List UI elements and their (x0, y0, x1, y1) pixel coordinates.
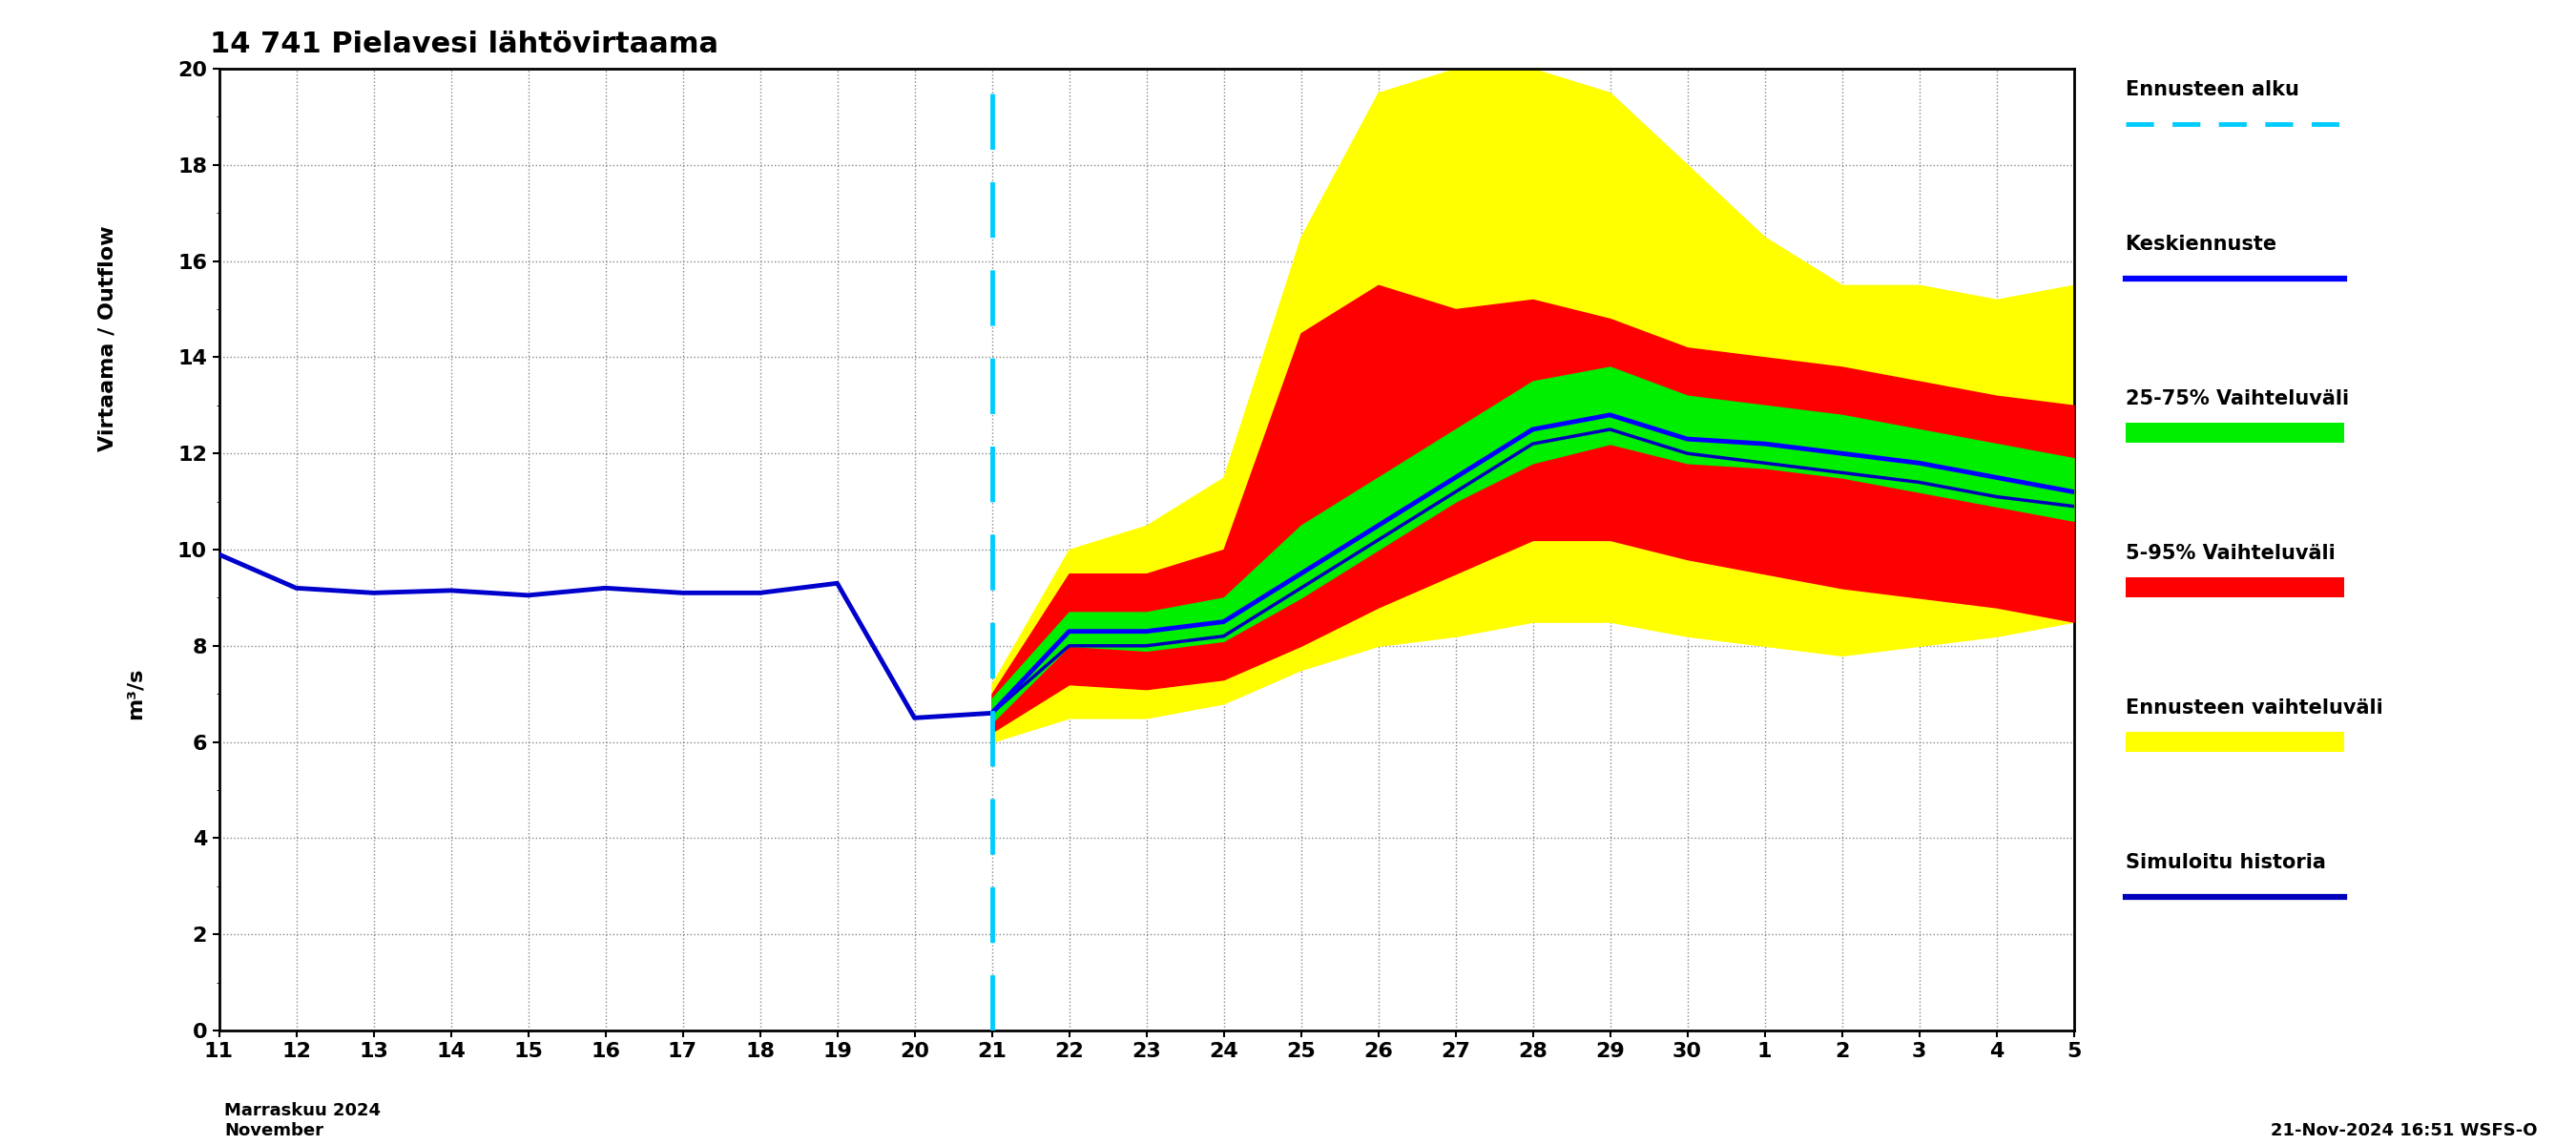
Text: Virtaama / Outflow: Virtaama / Outflow (98, 226, 118, 451)
Text: Ennusteen vaihteluväli: Ennusteen vaihteluväli (2125, 698, 2383, 718)
Text: Ennusteen alku: Ennusteen alku (2125, 80, 2298, 100)
Text: 14 741 Pielavesi lähtövirtaama: 14 741 Pielavesi lähtövirtaama (209, 31, 719, 58)
Text: Marraskuu 2024
November: Marraskuu 2024 November (224, 1103, 381, 1139)
Text: Simuloitu historia: Simuloitu historia (2125, 853, 2326, 872)
Text: 5-95% Vaihteluväli: 5-95% Vaihteluväli (2125, 544, 2334, 563)
Text: m³/s: m³/s (126, 668, 144, 720)
Text: Keskiennuste: Keskiennuste (2125, 235, 2277, 254)
Text: 25-75% Vaihteluväli: 25-75% Vaihteluväli (2125, 389, 2349, 409)
Text: 21-Nov-2024 16:51 WSFS-O: 21-Nov-2024 16:51 WSFS-O (2269, 1122, 2537, 1139)
